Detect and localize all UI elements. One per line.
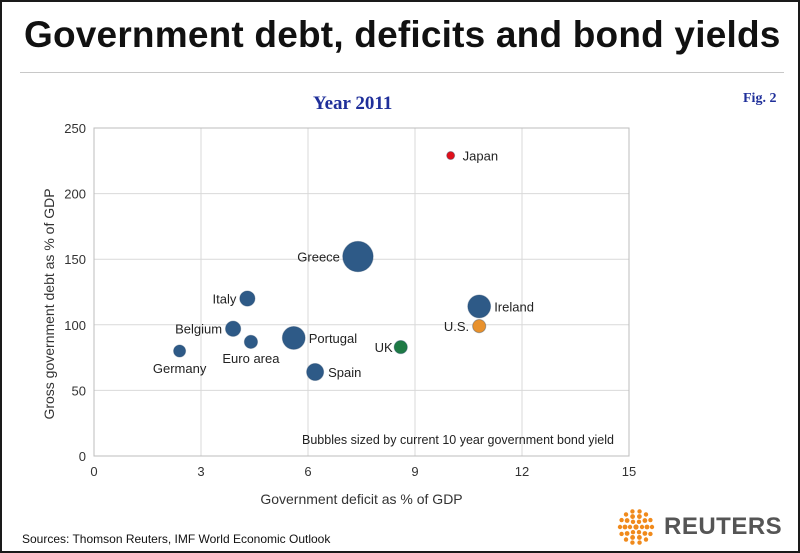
logo-dot [643,512,649,517]
y-tick-label: 150 [64,252,86,267]
data-points [173,151,492,382]
logo-dot [637,509,642,514]
x-tick-label: 9 [411,464,418,479]
logo-dot [636,535,642,540]
year-label: Year 2011 [313,93,393,114]
point-label: Japan [463,149,498,164]
sources-note: Sources: Thomson Reuters, IMF World Econ… [22,532,331,546]
grid-lines [93,127,630,457]
point-label: Euro area [222,351,280,366]
logo-dot [649,524,655,530]
logo-dot [642,531,648,536]
bubble-japan [446,151,456,161]
logo-dot [636,514,642,519]
bubble-portugal [281,326,306,350]
bubble-greece [342,240,374,273]
point-label: U.S. [444,319,469,334]
logo-dot [639,524,645,530]
bubble-belgium [225,320,242,337]
logo-dot [643,537,649,542]
bubble-germany [173,344,187,358]
logo-dot [630,509,635,514]
figure-label: Fig. 2 [743,91,777,106]
reuters-logo-icon [617,509,655,545]
logo-dot [633,524,639,530]
y-tick-label: 100 [64,318,86,333]
x-tick-labels: 0 3 6 9 12 15 [90,464,636,479]
logo-dot [642,518,648,523]
title-divider [20,72,784,73]
x-tick-label: 12 [515,464,529,479]
x-tick-label: 15 [622,464,636,479]
point-label: UK [375,340,393,355]
y-tick-labels: 0 50 100 150 200 250 [64,121,86,464]
logo-dot [619,517,624,523]
logo-dot [627,524,633,530]
logo-dot [630,535,636,540]
point-label: Greece [297,250,340,265]
y-tick-label: 250 [64,121,86,136]
plot-border [93,127,630,457]
point-label: Germany [153,361,207,376]
logo-dot [623,537,629,542]
logo-dot [630,540,635,545]
bubble-uk [393,340,408,355]
logo-dot [623,512,629,517]
logo-dot [619,531,624,537]
point-label: Belgium [175,322,222,337]
logo-dot [630,519,636,525]
logo-dot [630,514,636,519]
logo-dot [630,529,636,535]
logo-dot [637,540,642,545]
x-tick-label: 3 [197,464,204,479]
y-axis-label: Gross government debt as % of GDP [41,188,57,419]
point-label: Portugal [309,331,358,346]
main-title: Government debt, deficits and bond yield… [24,14,781,55]
x-tick-label: 6 [304,464,311,479]
logo-dot [644,524,650,530]
bubble-euro-area [243,334,259,349]
reuters-logo-text: REUTERS [664,513,783,540]
point-label: Italy [213,292,237,307]
logo-dot [636,529,642,535]
bubble-italy [239,290,256,307]
logo-dot [617,524,623,530]
logo-dot [648,517,653,523]
y-tick-label: 200 [64,187,86,202]
x-axis-label: Government deficit as % of GDP [260,491,462,507]
bubble-spain [306,363,325,382]
logo-dot [622,524,628,530]
logo-dot [624,518,630,523]
reuters-logo: REUTERS [614,506,790,548]
point-label: Ireland [494,299,534,314]
logo-dot [648,531,653,537]
bubble-ireland [467,294,492,319]
y-tick-label: 50 [72,383,86,398]
y-tick-label: 0 [79,449,86,464]
bubble-size-note: Bubbles sized by current 10 year governm… [302,433,614,447]
logo-dot [636,519,642,525]
point-label: Spain [328,365,361,380]
x-tick-label: 0 [90,464,97,479]
bubble-u-s [472,319,487,334]
logo-dot [624,531,630,536]
